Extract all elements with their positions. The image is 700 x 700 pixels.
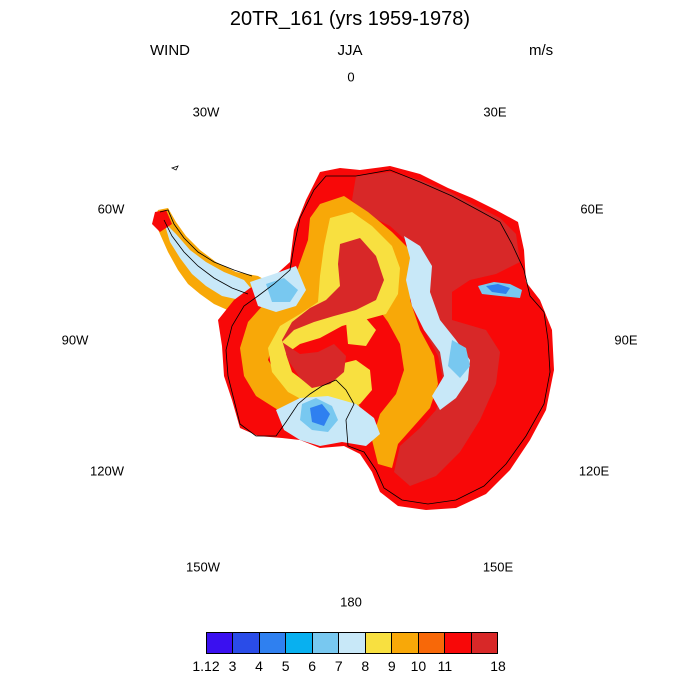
units-label: m/s <box>529 42 554 59</box>
peninsula-inner <box>164 222 254 300</box>
colorbar-swatch-10 <box>445 633 472 653</box>
colorbar-label: 1.12 <box>192 658 220 674</box>
central-core <box>282 238 384 388</box>
colorbar-swatch-8 <box>392 633 419 653</box>
lon-label-180: 180 <box>340 594 362 610</box>
colorbar-label: 5 <box>281 658 290 674</box>
colorbar-swatch-2 <box>233 633 260 653</box>
colorbar-swatch-7 <box>365 633 393 653</box>
wind-speed-field <box>152 166 554 510</box>
coastline-main <box>225 169 551 505</box>
colorbar <box>206 632 498 654</box>
coastline-peninsula <box>159 209 253 295</box>
lon-label-60w: 60W <box>97 201 125 217</box>
lon-label-60e: 60E <box>580 201 604 217</box>
variable-label: WIND <box>150 42 190 59</box>
coastline-island <box>170 165 179 171</box>
colorbar-label: 7 <box>334 658 343 674</box>
lon-label-150e: 150E <box>482 559 514 575</box>
colorbar-swatch-9 <box>418 633 446 653</box>
colorbar-label: 4 <box>255 658 263 674</box>
lon-label-30e: 30E <box>483 104 507 120</box>
season-label: JJA <box>337 42 363 59</box>
colorbar-label: 9 <box>387 658 396 674</box>
amery-stripe-dark <box>486 284 510 294</box>
lon-label-90w: 90W <box>61 332 89 348</box>
colorbar-label: 3 <box>228 658 237 674</box>
map-title: 20TR_161 (yrs 1959-1978) <box>229 8 471 30</box>
blue-patch-ross-deep <box>310 404 330 426</box>
lon-label-120e: 120E <box>578 463 610 479</box>
colorbar-swatch-4 <box>286 633 313 653</box>
lon-label-150w: 150W <box>186 559 220 575</box>
colorbar-label: 6 <box>308 658 317 674</box>
lon-label-30w: 30W <box>192 104 220 120</box>
lon-label-90e: 90E <box>614 332 638 348</box>
colorbar-label: 11 <box>437 658 453 674</box>
colorbar-swatch-1 <box>207 633 234 653</box>
colorbar-label: 8 <box>361 658 370 674</box>
coastline <box>159 165 551 505</box>
colorbar-swatch-5 <box>312 633 340 653</box>
colorbar-label: 18 <box>490 658 506 674</box>
lon-label-120w: 120W <box>90 463 124 479</box>
lon-label-0: 0 <box>347 69 355 85</box>
colorbar-swatch-6 <box>339 633 366 653</box>
blue-patch-east <box>448 340 470 378</box>
central-yellow-spot <box>346 316 376 346</box>
colorbar-swatch-11 <box>471 633 497 653</box>
colorbar-label: 10 <box>410 658 427 674</box>
colorbar-swatch-3 <box>259 633 287 653</box>
